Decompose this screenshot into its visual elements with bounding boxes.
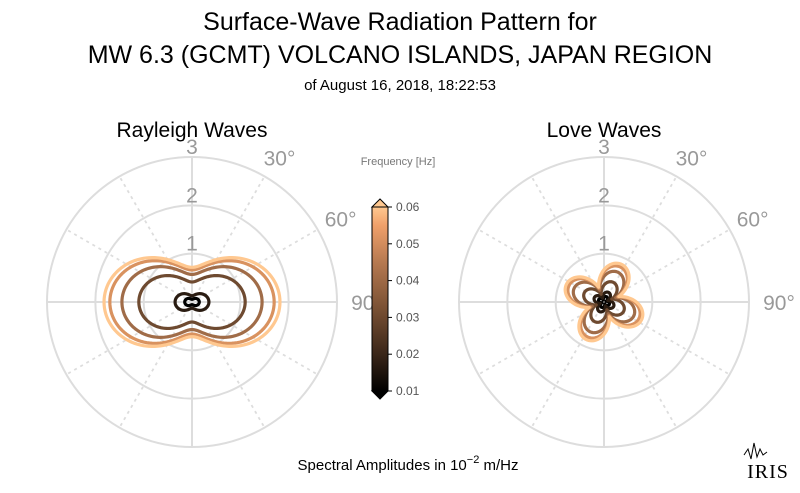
radial-tick-label: 1 xyxy=(186,233,198,256)
angle-tick-label: 60° xyxy=(737,209,769,232)
angle-tick-label: 60° xyxy=(325,209,357,232)
angular-grid-line xyxy=(477,301,605,376)
colorbar-tick-label: 0.04 xyxy=(396,274,420,288)
rayleigh-polar-plot: 123 30°60°90° xyxy=(46,136,383,448)
x-axis-label-suffix: m/Hz xyxy=(479,457,518,474)
colorbar-tick-label: 0.02 xyxy=(396,347,420,361)
love-polar-plot: 1 2 3 30° 60° 90° xyxy=(458,136,795,448)
colorbar-tick-label: 0.05 xyxy=(396,237,420,251)
radiation-pattern-curve xyxy=(582,280,626,324)
radial-tick-label: 3 xyxy=(186,136,198,159)
radiation-pattern-curve xyxy=(120,265,264,339)
angular-grid-line xyxy=(603,228,731,303)
radiation-pattern-curve xyxy=(137,273,247,331)
angular-grid-line xyxy=(191,301,266,429)
radial-tick-label: 2 xyxy=(186,184,198,207)
angular-grid-line xyxy=(603,301,678,429)
radial-tick-label: 1 xyxy=(598,233,610,256)
angular-grid-line xyxy=(65,228,193,303)
colorbar-tick-label: 0.01 xyxy=(396,384,420,398)
angular-grid-line xyxy=(191,175,266,303)
angle-tick-label: 30° xyxy=(676,147,708,170)
angular-grid-line xyxy=(530,301,605,429)
colorbar-top-arrow xyxy=(370,198,390,208)
radiation-pattern-curve xyxy=(173,292,211,312)
angular-grid-line xyxy=(603,175,678,303)
x-axis-label-prefix: Spectral Amplitudes in 10 xyxy=(298,457,467,474)
radiation-pattern-curve xyxy=(563,261,645,343)
colorbar-tick-label: 0.06 xyxy=(396,200,420,214)
chart-subtitle: of August 16, 2018, 18:22:53 xyxy=(304,77,496,94)
angle-tick-label: 90° xyxy=(763,292,795,315)
radiation-pattern-curve xyxy=(102,255,282,349)
angular-grid-line xyxy=(477,228,605,303)
angle-tick-label: 30° xyxy=(264,147,296,170)
angular-grid-line xyxy=(191,228,319,303)
seismogram-icon xyxy=(743,442,768,460)
angular-grid-line xyxy=(530,175,605,303)
iris-logo: IRIS xyxy=(743,442,789,483)
x-axis-label: Spectral Amplitudes in 10−2 m/Hz xyxy=(298,454,519,474)
angular-grid-line xyxy=(191,301,319,376)
chart-title-line2: MW 6.3 (GCMT) VOLCANO ISLANDS, JAPAN REG… xyxy=(88,41,713,69)
rayleigh-panel-title: Rayleigh Waves xyxy=(117,119,268,142)
colorbar: Frequency [Hz] 0.01 0.02 0.03 0.04 0.05 0.06 xyxy=(361,156,436,400)
love-panel-title: Love Waves xyxy=(547,119,662,142)
angular-grid-line xyxy=(603,301,731,376)
colorbar-gradient xyxy=(371,206,389,392)
x-axis-label-exponent: −2 xyxy=(467,454,480,466)
radiation-pattern-curve xyxy=(108,259,276,345)
radiation-pattern-curve xyxy=(183,296,201,308)
angular-grid-line xyxy=(118,175,193,303)
colorbar-ticks: 0.01 0.02 0.03 0.04 0.05 0.06 xyxy=(388,200,420,398)
iris-logo-text: IRIS xyxy=(747,461,789,483)
chart-title-line1: Surface-Wave Radiation Pattern for xyxy=(203,8,597,36)
radiation-pattern-curve xyxy=(592,290,616,314)
colorbar-tick-label: 0.03 xyxy=(396,310,420,324)
colorbar-bottom-arrow xyxy=(370,390,390,400)
colorbar-title: Frequency [Hz] xyxy=(361,156,436,168)
radial-tick-label: 2 xyxy=(598,184,610,207)
angular-grid-line xyxy=(65,301,193,376)
radial-tick-label: 3 xyxy=(598,136,610,159)
angular-grid-line xyxy=(118,301,193,429)
